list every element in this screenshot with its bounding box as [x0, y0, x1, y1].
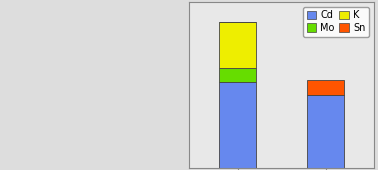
Bar — [219, 68, 256, 82]
Bar — [307, 80, 344, 95]
Bar — [219, 22, 256, 68]
Bar — [307, 95, 344, 168]
Legend: Cd, Mo, K, Sn: Cd, Mo, K, Sn — [303, 7, 369, 37]
Bar — [219, 82, 256, 168]
